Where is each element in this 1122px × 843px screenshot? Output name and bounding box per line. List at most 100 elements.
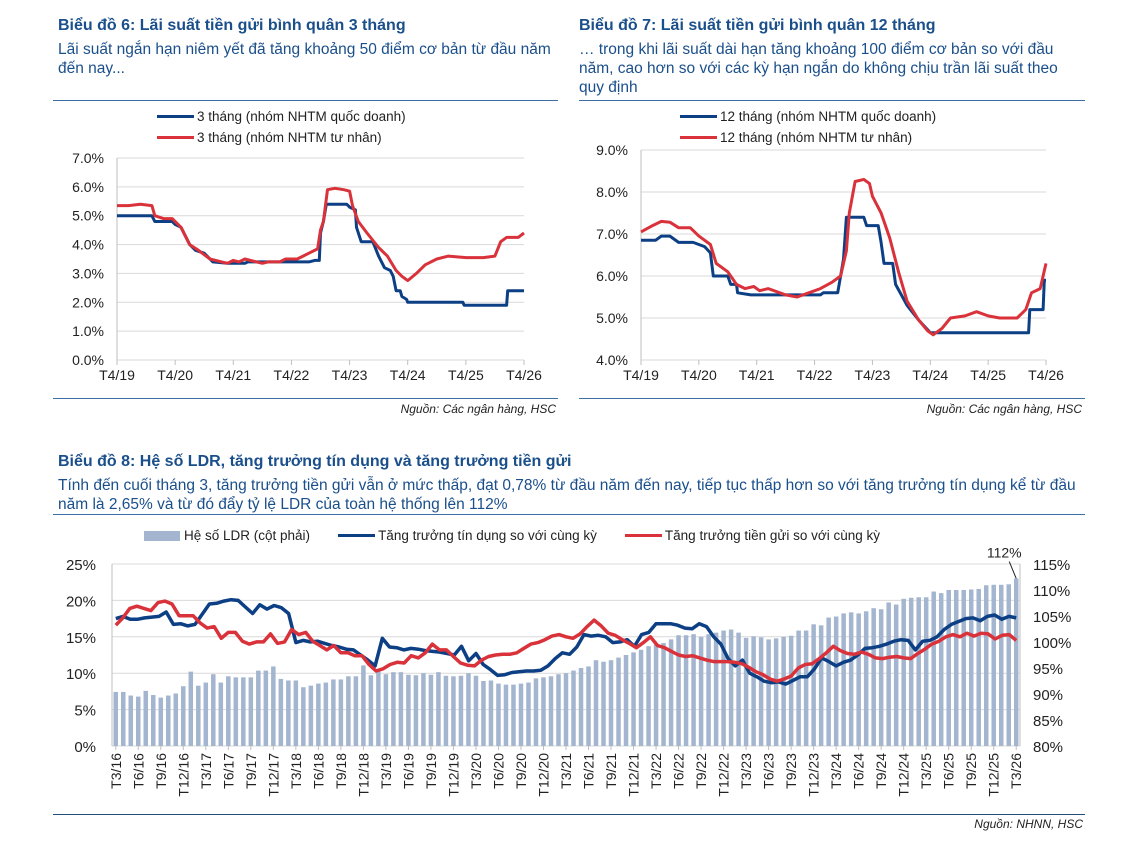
chart8-ldr-bar [781, 636, 786, 746]
chart6-legend: 3 tháng (nhóm NHTM quốc doanh) 3 tháng (… [157, 106, 406, 148]
chart8-x-tick-label: T6/21 [581, 753, 597, 789]
chart8-y-left-tick-label: 0% [74, 739, 96, 756]
chart8-ldr-bar [218, 682, 224, 746]
chart8-ldr-bar [751, 636, 756, 746]
chart8-ldr-bar [473, 675, 479, 746]
chart8-source: Nguồn: NHNN, HSC [974, 817, 1083, 831]
chart8-ldr-bar [901, 598, 906, 746]
chart8-ldr-bar [676, 635, 681, 746]
chart8-ldr-bar [713, 632, 719, 746]
chart8-x-tick-label: T6/18 [310, 753, 326, 789]
legend-label: Tăng trưởng tiền gửi so với cùng kỳ [664, 528, 881, 543]
chart8-x-tick-label: T9/17 [243, 753, 259, 789]
legend-label: Tăng trưởng tín dụng so với cùng kỳ [378, 528, 597, 543]
chart8-ldr-bar [931, 591, 936, 746]
chart7-y-tick-label: 6.0% [596, 268, 628, 284]
chart8-x-tick-label: T9/25 [963, 753, 979, 789]
chart6-x-tick-label: T4/25 [448, 367, 484, 383]
chart8-ldr-bar [248, 677, 254, 746]
chart8-x-tick-label: T3/18 [288, 753, 304, 789]
chart8-y-right-tick-label: 90% [1033, 687, 1063, 704]
chart8-x-tick-label: T3/16 [108, 753, 124, 789]
chart8-x-tick-label: T12/18 [355, 753, 371, 797]
chart6-source: Nguồn: Các ngân hàng, HSC [400, 402, 556, 416]
chart8-ldr-bar [188, 671, 194, 746]
chart6-x-tick-label: T4/24 [390, 367, 426, 383]
chart6-y-tick-label: 1.0% [72, 323, 104, 339]
chart8-ldr-bar [916, 597, 921, 746]
chart8-x-tick-label: T12/19 [445, 753, 461, 797]
chart6-title: Biểu đồ 6: Lãi suất tiền gửi bình quân 3… [58, 17, 406, 34]
legend-item: 3 tháng (nhóm NHTM quốc doanh) [157, 106, 406, 127]
chart8-y-left-tick-label: 10% [66, 666, 96, 683]
chart7-x-tick-label: T4/19 [623, 367, 659, 383]
chart8-ldr-bar [391, 672, 396, 746]
legend-label: 12 tháng (nhóm NHTM quốc doanh) [720, 109, 937, 124]
chart8-ldr-bar [338, 679, 344, 746]
chart8-x-tick-label: T9/19 [423, 753, 439, 789]
chart8-x-tick-label: T3/20 [468, 753, 484, 789]
chart8-y-right-tick-label: 100% [1033, 635, 1071, 652]
legend-item: 3 tháng (nhóm NHTM tư nhân) [157, 127, 406, 148]
chart8-ldr-bar [961, 590, 966, 746]
chart6-x-tick-label: T4/26 [506, 367, 542, 383]
chart8-ldr-bar [721, 630, 726, 746]
chart8-ldr-bar [616, 657, 621, 746]
chart8-ldr-bar [983, 585, 989, 746]
chart8-ldr-bar [743, 637, 749, 746]
chart6-subtitle: Lãi suất ngắn hạn niêm yết đã tăng khoản… [58, 41, 551, 77]
chart8-ldr-bar [413, 675, 419, 746]
chart8-ldr-bar [308, 685, 314, 746]
chart8-ldr-bar [196, 685, 201, 746]
chart8-ldr-bar [923, 597, 929, 746]
chart8-y-left-tick-label: 25% [66, 557, 96, 574]
chart8-ldr-bar [893, 604, 899, 746]
chart8-ldr-bar [976, 588, 981, 746]
chart7-y-tick-label: 5.0% [596, 310, 628, 326]
chart7-x-tick-label: T4/25 [970, 367, 1006, 383]
chart7-x-tick-label: T4/22 [797, 367, 833, 383]
chart8-x-tick-label: T3/26 [1008, 753, 1024, 789]
chart8-title: Biểu đồ 8: Hệ số LDR, tăng trưởng tín dụ… [58, 453, 572, 470]
chart8-ldr-bar [788, 635, 794, 746]
chart8-y-right-tick-label: 80% [1033, 739, 1063, 756]
chart7-series-1-line [640, 177, 1048, 337]
chart8-x-tick-label: T3/23 [738, 753, 754, 789]
chart8-ldr-bar [796, 630, 801, 746]
chart6-y-tick-label: 7.0% [72, 150, 104, 166]
chart8-x-tick-label: T12/20 [535, 753, 551, 797]
chart8-ldr-bar [863, 611, 869, 746]
chart8-x-tick-label: T9/20 [513, 753, 529, 789]
chart8-ldr-bar [968, 589, 974, 746]
chart8-x-tick-label: T9/22 [693, 753, 709, 789]
legend-item: 12 tháng (nhóm NHTM tư nhân) [680, 127, 936, 148]
chart8-ldr-bar [871, 608, 876, 746]
chart8-ldr-bar [428, 674, 434, 746]
chart8-annotation-leader [1008, 561, 1017, 579]
chart7-y-tick-label: 7.0% [596, 226, 628, 242]
legend-swatch-red [157, 136, 194, 139]
chart8-ldr-bar [233, 677, 239, 746]
chart7-x-tick-label: T4/21 [739, 367, 775, 383]
chart8-ldr-bar [578, 668, 584, 746]
chart8-ldr-bar [571, 670, 576, 746]
legend-swatch-blue [680, 115, 717, 118]
chart8-x-tick-label: T6/24 [851, 753, 867, 789]
legend-swatch-red [624, 534, 662, 537]
chart8-ldr-bar [301, 687, 306, 746]
chart8-x-tick-label: T3/22 [648, 753, 664, 789]
chart8-ldr-bar [1013, 578, 1019, 746]
chart6-y-tick-label: 2.0% [72, 294, 104, 310]
chart8-ldr-bar [346, 676, 351, 746]
chart7-footer-rule [579, 398, 1085, 399]
chart8-ldr-bar [173, 693, 179, 746]
legend-swatch-blue [157, 115, 194, 118]
chart8-ldr-bar [376, 671, 381, 746]
chart6-footer-rule [53, 398, 558, 399]
chart8-x-tick-label: T12/21 [626, 753, 642, 797]
chart8-ldr-bar [683, 635, 689, 746]
legend-label: Hệ số LDR (cột phải) [184, 528, 311, 543]
chart8-ldr-bar [151, 695, 156, 746]
chart8-ldr-bar [593, 660, 599, 746]
